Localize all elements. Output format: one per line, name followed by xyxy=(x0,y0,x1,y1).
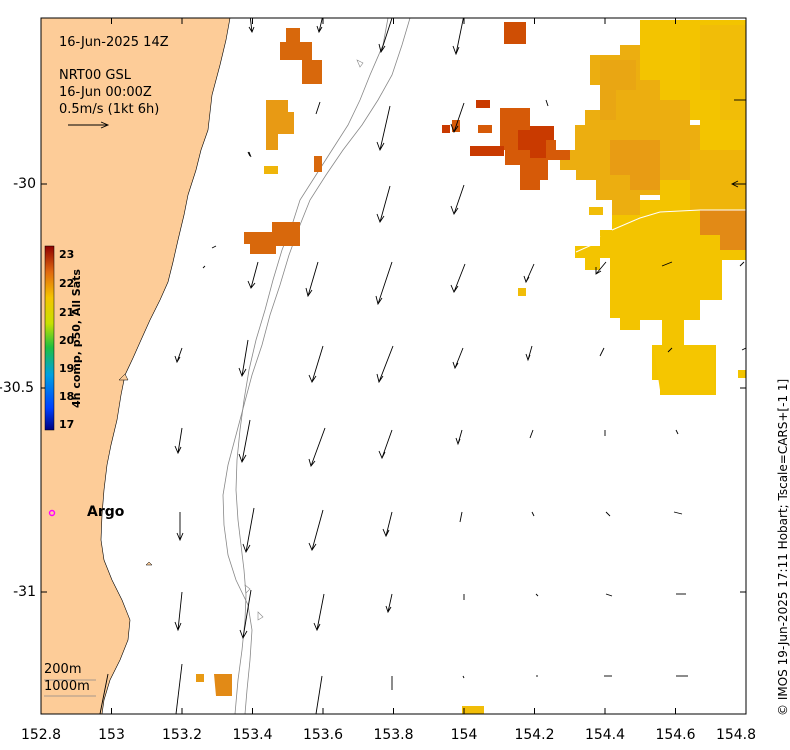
x-tick-label: 152.8 xyxy=(20,727,62,743)
island xyxy=(145,561,153,566)
sst-coastal-patches xyxy=(196,28,526,714)
y-tick-label: -30 xyxy=(13,176,36,192)
colorbar-tick: 17 xyxy=(59,418,75,431)
map-time: 16-Jun-2025 14Z xyxy=(59,35,169,50)
argo-label: Argo xyxy=(87,504,125,520)
colorbar-tick: 22 xyxy=(59,277,75,290)
current-vectors xyxy=(99,18,746,714)
x-tick-label: 153.8 xyxy=(373,727,414,743)
isobath-legend-200m: 200m xyxy=(44,662,82,677)
colorbar-tick: 18 xyxy=(59,390,75,403)
vector-scale-label: 0.5m/s (1kt 6h) xyxy=(59,102,160,117)
x-tick-label: 154.8 xyxy=(715,727,757,743)
colorbar xyxy=(44,245,55,431)
axis-ticks xyxy=(40,18,747,714)
x-tick-label: 153 xyxy=(98,727,125,743)
isobath-1000m xyxy=(222,18,411,714)
land-mass xyxy=(41,18,231,714)
sst-contour xyxy=(575,235,601,253)
x-tick-label: 153.2 xyxy=(161,727,203,743)
colorbar-tick: 23 xyxy=(59,248,75,261)
credit-text: © IMOS 19-Jun-2025 17:11 Hobart; Tscale=… xyxy=(776,378,790,716)
x-tick-label: 154.4 xyxy=(584,727,626,743)
x-tick-label: 154.6 xyxy=(655,727,696,743)
x-tick-label: 153.4 xyxy=(232,727,273,743)
argo-marker xyxy=(48,509,56,517)
island xyxy=(118,373,129,381)
isobath-legend-1000m: 1000m xyxy=(44,679,90,694)
colorbar-tick: 19 xyxy=(59,362,75,375)
y-tick-label: -30.5 xyxy=(0,380,34,396)
x-tick-label: 154 xyxy=(450,727,478,743)
product-name: NRT00 GSL xyxy=(59,68,131,83)
colorbar-tick: 20 xyxy=(59,334,75,347)
colorbar-tick: 21 xyxy=(59,306,75,319)
sst-warm-region xyxy=(560,20,746,395)
colorbar-title: 4h comp, p50, All Sats xyxy=(70,269,83,408)
x-tick-label: 154.2 xyxy=(514,727,555,743)
product-time: 16-Jun 00:00Z xyxy=(59,85,152,100)
vector-scale-arrow xyxy=(68,121,110,129)
sst-contour xyxy=(611,209,746,231)
y-tick-label: -31 xyxy=(13,584,36,600)
x-tick-label: 153.6 xyxy=(302,727,344,743)
